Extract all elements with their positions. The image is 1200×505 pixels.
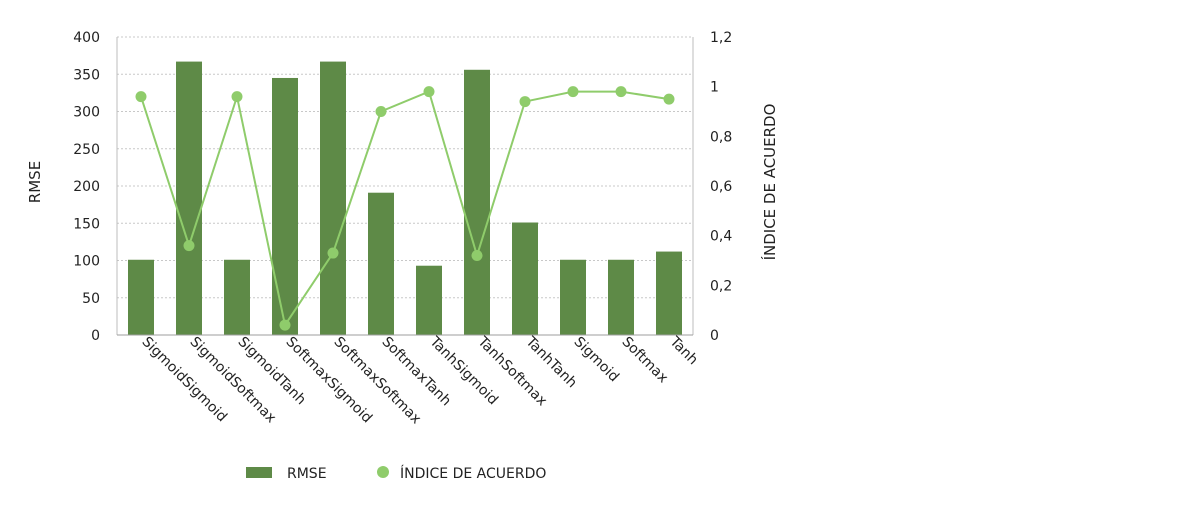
bar-rmse <box>416 265 442 335</box>
y2-tick-label: 0,4 <box>710 229 732 245</box>
point-indice-de-acuerdo <box>183 240 195 252</box>
y-tick-label: 250 <box>73 142 100 158</box>
rmse-bars <box>128 61 682 336</box>
point-indice-de-acuerdo <box>663 93 675 105</box>
x-tick-label: Softmax <box>619 334 671 386</box>
y-tick-label: 350 <box>73 67 100 83</box>
x-tick-label: SigmoidSoftmax <box>187 334 279 426</box>
bar-rmse <box>128 259 154 335</box>
y2-tick-label: 0,2 <box>710 278 732 294</box>
y2-tick-label: 0 <box>710 328 719 344</box>
bar-rmse <box>272 77 298 335</box>
point-indice-de-acuerdo <box>471 250 483 262</box>
y2-tick-label: 1 <box>710 80 719 96</box>
y-tick-label: 150 <box>73 216 100 232</box>
legend-swatch-rmse <box>246 467 272 478</box>
y2-tick-label: 0,8 <box>710 129 732 145</box>
y-tick-label: 50 <box>82 291 100 307</box>
left-axis-ticks: 0 50 100 150 200 250 300 350 400 <box>73 30 100 344</box>
point-indice-de-acuerdo <box>231 91 243 103</box>
legend-label-indice-de-acuerdo: ÍNDICE DE ACUERDO <box>400 465 546 482</box>
x-tick-label: SigmoidSigmoid <box>139 334 230 425</box>
y2-tick-label: 0,6 <box>710 179 732 195</box>
right-axis-ticks: 0 0,2 0,4 0,6 0,8 1 1,2 <box>710 30 732 344</box>
point-indice-de-acuerdo <box>279 319 291 331</box>
axes <box>116 37 694 336</box>
bar-rmse <box>656 251 682 335</box>
x-tick-label: SoftmaxSoftmax <box>331 334 425 428</box>
y-tick-label: 0 <box>91 328 100 344</box>
bar-rmse <box>512 222 538 335</box>
bar-rmse <box>320 61 346 336</box>
y-tick-label: 200 <box>73 179 100 195</box>
gridlines <box>117 36 693 299</box>
bar-rmse <box>224 259 250 335</box>
point-indice-de-acuerdo <box>615 86 627 98</box>
bar-rmse <box>608 259 634 335</box>
x-tick-label: Tanh <box>666 333 701 368</box>
x-tick-label: SoftmaxSigmoid <box>283 334 375 426</box>
point-indice-de-acuerdo <box>327 247 339 259</box>
bar-rmse <box>368 192 394 335</box>
bar-rmse <box>560 259 586 335</box>
x-axis-ticks: SigmoidSigmoidSigmoidSoftmaxSigmoidTanhS… <box>139 333 701 427</box>
y2-axis-title: ÍNDICE DE ACUERDO <box>760 104 779 261</box>
legend: RMSE ÍNDICE DE ACUERDO <box>246 465 546 482</box>
y-tick-label: 100 <box>73 254 100 270</box>
point-indice-de-acuerdo <box>375 106 387 117</box>
legend-label-rmse: RMSE <box>287 466 327 482</box>
y2-tick-label: 1,2 <box>710 30 732 46</box>
bar-rmse <box>464 69 490 335</box>
legend-swatch-indice-de-acuerdo <box>377 466 389 478</box>
line-indice-de-acuerdo <box>140 90 670 328</box>
y-tick-label: 300 <box>73 105 100 121</box>
y-tick-label: 400 <box>73 30 100 46</box>
agreement-line <box>135 86 675 331</box>
bar-rmse <box>176 61 202 336</box>
y-axis-title: RMSE <box>26 161 44 203</box>
point-indice-de-acuerdo <box>519 96 531 108</box>
point-indice-de-acuerdo <box>135 91 147 103</box>
point-indice-de-acuerdo <box>567 86 579 98</box>
point-indice-de-acuerdo <box>423 86 435 98</box>
